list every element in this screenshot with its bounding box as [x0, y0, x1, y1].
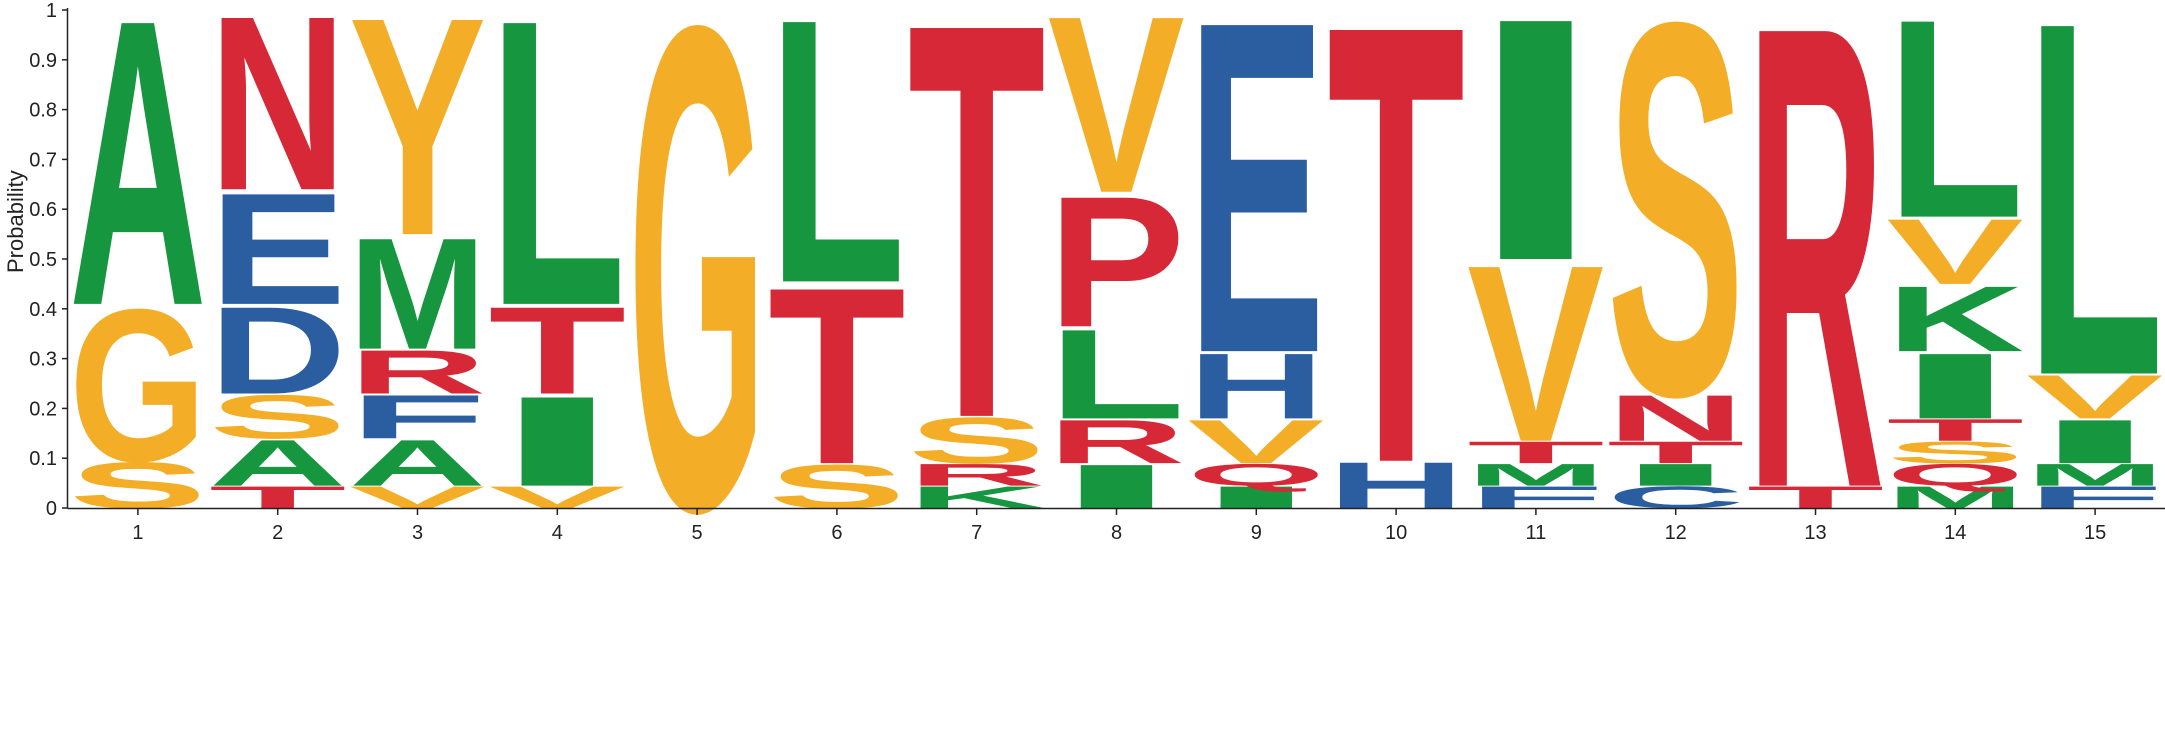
logo-letter: A: [69, 0, 207, 391]
logo-letter: R: [908, 457, 1046, 492]
logo-letter: E: [209, 161, 347, 339]
x-tick-label: 13: [1804, 522, 1826, 544]
logo-letter: T: [908, 0, 1046, 535]
x-tick-label: 14: [1944, 522, 1966, 544]
x-tick-label: 10: [1385, 522, 1407, 544]
x-tick-label: 3: [412, 522, 423, 544]
logo-letter: R: [349, 338, 487, 407]
logo-letter: D: [209, 281, 347, 420]
logo-letter: V: [1048, 0, 1185, 245]
logo-letter: V: [1467, 213, 1604, 495]
y-tick-label: 0.5: [29, 249, 57, 271]
y-tick-label: 0.4: [29, 299, 57, 321]
logo-letter: I: [2026, 407, 2164, 477]
logo-letter: T: [1467, 435, 1605, 470]
y-tick-label: 0.6: [29, 199, 57, 221]
y-tick-label: 0.2: [29, 398, 57, 420]
logo-letter: L: [1886, 0, 2024, 278]
logo-letter: E: [1187, 0, 1325, 452]
logo-letter: L: [2026, 0, 2164, 481]
logo-letter: G: [628, 0, 766, 655]
logo-letter: Q: [1886, 457, 2024, 492]
logo-letter: P: [1048, 157, 1186, 366]
logo-letter: M: [1467, 458, 1605, 493]
logo-letter: T: [1886, 413, 2024, 448]
y-tick-label: 0.3: [29, 349, 57, 371]
logo-letter: T: [1327, 0, 1465, 594]
logo-letter: R: [1747, 0, 1885, 627]
logo-letter: F: [349, 382, 487, 452]
logo-letter: I: [488, 370, 626, 513]
x-tick-label: 12: [1665, 522, 1687, 544]
logo-letter: V: [1886, 199, 2023, 304]
y-tick-label: 0.7: [29, 149, 57, 171]
logo-letter: H: [1187, 334, 1325, 438]
logo-letter: A: [349, 427, 487, 500]
logo-letter: V: [2026, 362, 2163, 432]
logo-letter: N: [209, 0, 347, 243]
y-tick-label: 0.8: [29, 100, 57, 122]
x-tick-label: 5: [692, 522, 703, 544]
x-tick-label: 2: [272, 522, 283, 544]
x-tick-label: 6: [831, 522, 842, 544]
logo-letter: L: [1048, 303, 1186, 446]
y-tick-label: 0: [46, 498, 57, 520]
position-stack-10: HT: [1327, 0, 1465, 594]
x-tick-label: 15: [2084, 522, 2106, 544]
position-stack-13: TR: [1747, 0, 1885, 627]
position-stack-6: STL: [768, 0, 906, 521]
logo-letter: T: [1607, 435, 1745, 470]
logo-letter: G: [69, 264, 207, 508]
x-tick-label: 7: [971, 522, 982, 544]
x-tick-label: 4: [552, 522, 563, 544]
logo-letter: T: [768, 234, 906, 517]
logo-letter: I: [1886, 334, 2024, 438]
position-stack-5: G: [628, 0, 766, 655]
logo-letter: S: [1607, 0, 1745, 507]
logo-letter: Y: [349, 0, 487, 300]
axes: 00.10.20.30.40.50.60.70.80.911 2 3 4 5 6 7 8 9 10…: [29, 0, 2165, 544]
logo-letter: N: [1607, 382, 1745, 455]
logo-letter: I: [1467, 0, 1605, 333]
logo-letter: K: [1886, 267, 2024, 371]
logo-letter: V: [1187, 407, 1324, 477]
y-tick-label: 0.9: [29, 50, 57, 72]
y-tick-label: 0.1: [29, 448, 57, 470]
x-tick-label: 8: [1111, 522, 1122, 544]
logo-letter: T: [488, 281, 626, 420]
logo-letter: I: [1607, 457, 1745, 492]
logo-letter: Q: [1187, 457, 1325, 492]
x-tick-label: 9: [1251, 522, 1262, 544]
logo-letter: M: [349, 206, 487, 383]
logo-letter: L: [768, 0, 906, 362]
logo-letter: R: [1048, 407, 1186, 476]
position-stack-1: SGA: [69, 0, 207, 522]
x-tick-label: 1: [132, 522, 143, 544]
logo-letter: A: [209, 427, 347, 500]
logo-letter: S: [1886, 435, 2024, 470]
x-tick-label: 11: [1526, 522, 1547, 544]
logo-letter: L: [488, 0, 626, 390]
logo-letter: M: [2026, 458, 2164, 493]
y-tick-label: 1: [46, 0, 57, 22]
logo-letter: S: [209, 382, 347, 451]
logo-letter: S: [908, 404, 1046, 477]
y-axis-title: Probability: [3, 170, 28, 273]
